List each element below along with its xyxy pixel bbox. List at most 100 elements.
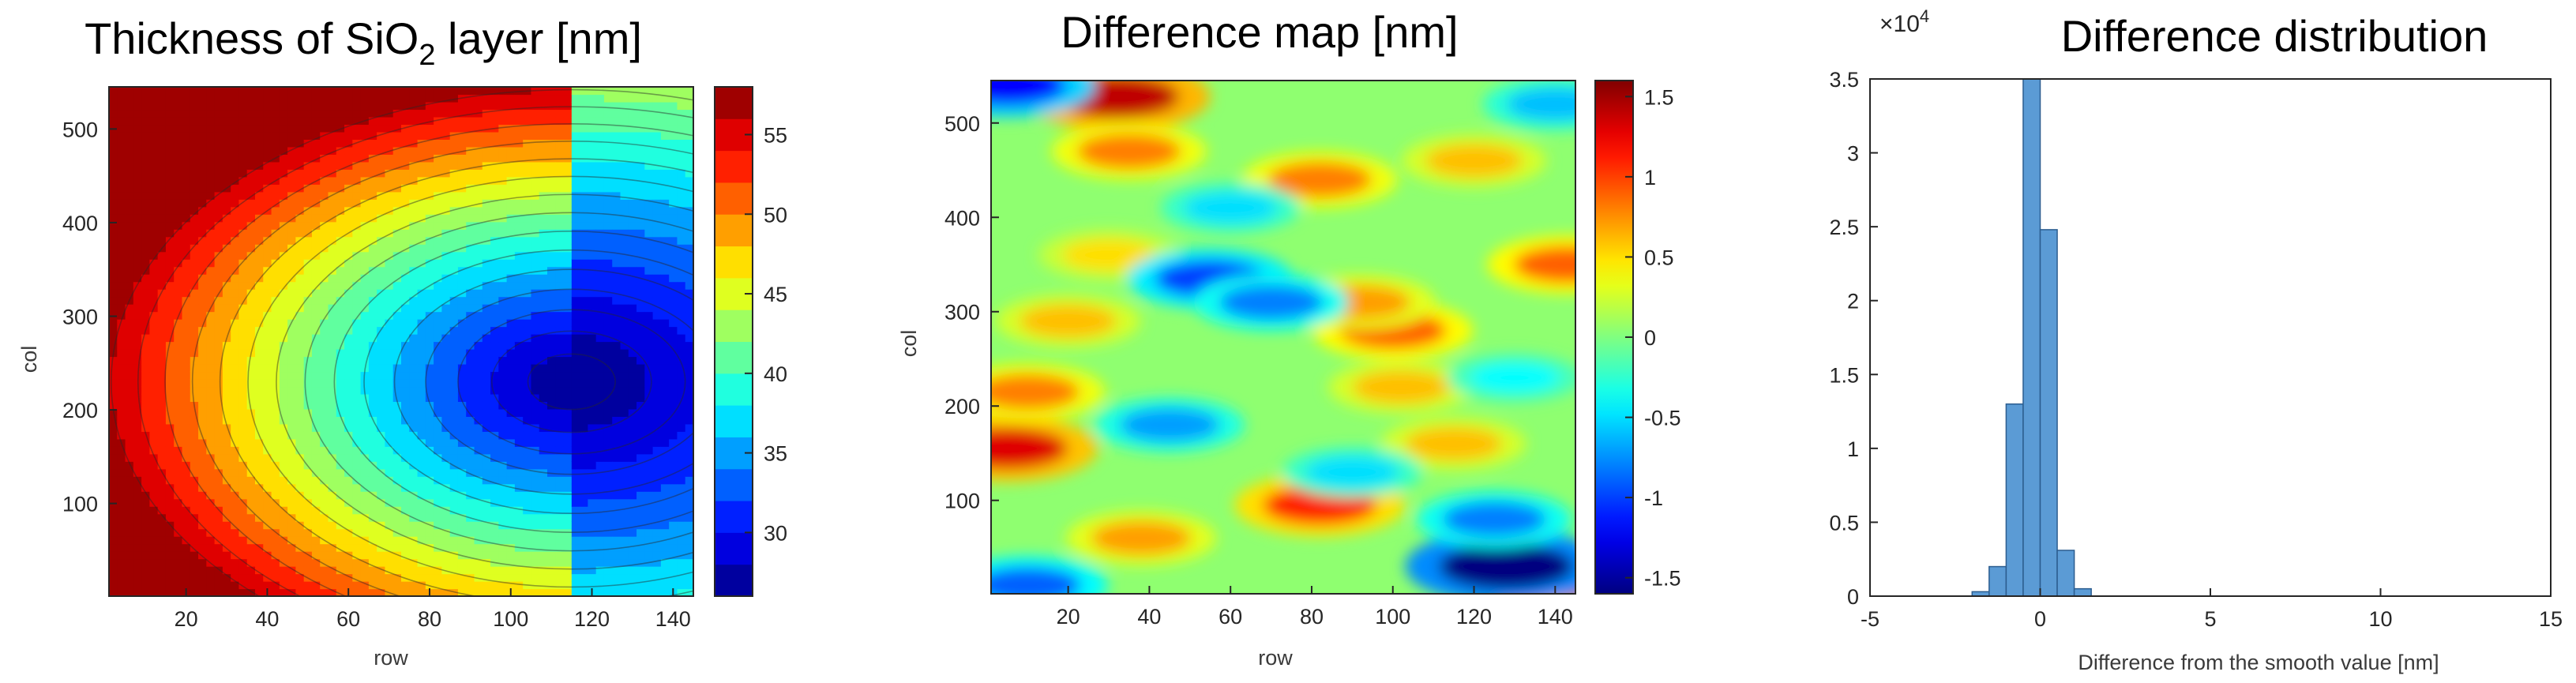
thickness-cell [612,506,621,515]
thickness-cell [660,274,670,283]
thickness-cell [206,244,216,253]
thickness-cell [417,236,426,245]
thickness-cell [490,498,499,507]
thickness-cell [580,101,588,111]
thickness-cell [441,229,451,238]
thickness-cell [279,401,288,410]
thickness-cell [377,221,386,230]
thickness-cell [603,573,613,582]
thickness-cell [425,581,434,590]
thickness-cell [612,401,621,410]
thickness-cell [660,356,670,365]
thickness-cell [498,109,508,118]
thickness-cell [401,363,410,373]
thickness-cell [644,334,654,343]
thickness-cell [555,513,565,522]
thickness-cell [588,161,597,170]
thickness-cell [498,221,508,230]
thickness-cell [620,154,629,163]
thickness-cell [531,401,540,410]
thickness-cell [157,588,167,596]
thickness-cell [368,401,377,410]
thickness-cell [449,341,459,350]
thickness-cell [303,251,313,260]
thickness-cell [555,401,565,410]
thickness-cell [628,551,637,560]
thickness-cell [644,184,654,193]
thickness-cell [531,581,540,590]
thickness-cell [279,191,288,200]
thickness-cell [482,229,491,238]
thickness-cell [385,356,394,365]
thickness-cell [392,408,402,417]
thickness-cell [238,94,248,103]
thickness-cell [157,386,167,395]
thickness-cell [141,453,150,462]
thickness-cell [612,573,621,582]
thickness-cell [295,311,305,320]
thickness-cell [603,131,613,140]
thickness-cell [417,363,426,373]
thickness-cell [279,296,288,305]
thickness-cell [466,431,475,440]
thickness-cell [263,408,272,417]
thickness-cell [271,109,280,118]
thickness-cell [385,558,394,567]
thickness-cell [352,229,362,238]
thickness-cell [222,386,231,395]
thickness-cell [595,543,605,552]
thickness-cell [669,438,678,447]
thickness-cell [117,513,126,522]
thickness-cell [490,214,499,223]
thickness-cell [620,348,629,358]
thickness-cell [612,281,621,290]
thickness-cell [190,259,199,268]
thickness-cell [660,281,670,290]
thickness-cell [165,334,175,343]
thickness-cell [636,363,645,373]
thickness-cell [320,311,329,320]
thickness-cell [190,296,199,305]
thickness-cell [392,446,402,455]
thickness-cell [555,131,565,140]
thickness-cell [474,573,483,582]
thickness-cell [401,229,410,238]
thickness-cell [222,319,231,328]
thickness-cell [457,588,467,596]
thickness-cell [417,154,426,163]
thickness-cell [344,363,353,373]
thickness-cell [246,446,256,455]
thickness-cell [141,319,150,328]
thickness-cell [255,109,264,118]
thickness-cell [539,378,548,388]
thickness-cell [263,124,272,133]
thickness-cell [547,543,556,552]
thickness-cell [401,101,410,111]
thickness-cell [506,423,516,432]
thickness-cell [336,588,345,596]
thickness-cell [125,244,134,253]
thickness-cell [271,348,280,358]
thickness-cell [474,378,483,388]
thickness-cell [271,416,280,425]
thickness-cell [571,543,580,552]
thickness-cell [328,491,337,500]
thickness-cell [336,431,345,440]
thickness-cell [457,169,467,178]
thickness-cell [279,259,288,268]
thickness-cell [652,139,662,148]
thickness-cell [246,319,256,328]
thickness-cell [149,176,159,185]
thickness-cell [231,423,240,432]
thickness-cell [580,154,588,163]
thickness-cell [303,259,313,268]
thickness-cell [238,259,248,268]
thickness-cell [295,536,305,545]
thickness-cell [588,356,597,365]
thickness-cell [571,304,580,313]
thickness-cell [434,251,442,260]
thickness-cell [441,416,451,425]
thickness-cell [523,416,532,425]
thickness-cell [214,528,223,537]
thickness-cell [652,221,662,230]
